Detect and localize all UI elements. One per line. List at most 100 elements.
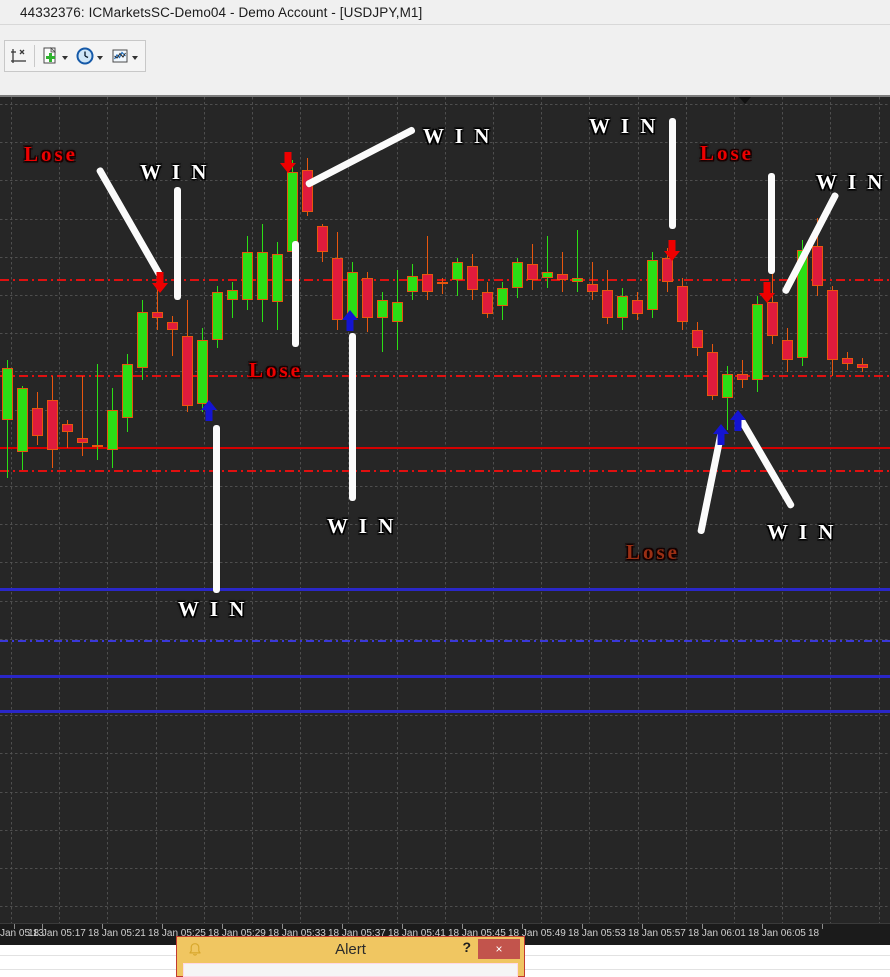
new-chart-icon-button[interactable]	[38, 43, 73, 69]
new-chart-icon	[43, 47, 56, 64]
candle-body-bearish	[677, 286, 688, 322]
window-title: 44332376: ICMarketsSC-Demo04 - Demo Acco…	[20, 4, 423, 20]
candle-body-bearish	[737, 374, 748, 380]
grid-line-horizontal	[0, 868, 890, 869]
indicators-icon-button[interactable]	[108, 43, 143, 69]
annotation-win-2[interactable]: W I N	[423, 124, 493, 148]
new-chart-chevron-down-icon[interactable]	[62, 56, 68, 60]
candle-wick	[427, 236, 428, 300]
pointer-line-lose-3[interactable]	[292, 241, 299, 347]
chart-top-marker	[739, 97, 751, 104]
level-line-blue-level-2[interactable]	[0, 675, 890, 678]
alert-message-list[interactable]	[183, 963, 518, 977]
candle-body-bullish	[137, 312, 148, 368]
candle-body-bullish	[272, 254, 283, 302]
alert-dialog[interactable]: Alert ? ×	[176, 936, 525, 977]
candle-body-bullish	[17, 388, 28, 452]
buy-arrow-1[interactable]	[199, 398, 219, 424]
level-line-blue-level-3[interactable]	[0, 710, 890, 713]
grid-line-vertical	[107, 97, 108, 940]
candle-body-bearish	[632, 300, 643, 314]
arrow-down-icon	[280, 152, 296, 173]
buy-arrow-4[interactable]	[728, 408, 748, 434]
candle-body-bearish	[857, 364, 868, 368]
grid-line-vertical	[252, 97, 253, 940]
annotation-win-3[interactable]: W I N	[589, 114, 659, 138]
time-axis-tick	[822, 924, 823, 929]
grid-line-horizontal	[0, 295, 890, 296]
level-line-blue-level-1[interactable]	[0, 588, 890, 591]
candle-body-bullish	[452, 262, 463, 280]
pointer-line-win-5[interactable]	[349, 333, 356, 501]
candle-body-bearish	[782, 340, 793, 360]
candle-body-bearish	[602, 290, 613, 318]
arrow-down-icon	[664, 240, 680, 261]
annotation-win-6[interactable]: W I N	[178, 597, 248, 621]
pointer-line-win-6[interactable]	[213, 425, 220, 593]
alert-title: Alert	[335, 941, 366, 958]
sell-arrow-2[interactable]	[278, 150, 298, 176]
level-line-resistance-upper[interactable]	[0, 279, 890, 281]
annotation-lose-4[interactable]: Lose	[626, 540, 680, 564]
candle-body-bullish	[287, 172, 298, 252]
buy-arrow-2[interactable]	[340, 308, 360, 334]
grid-line-horizontal	[0, 830, 890, 831]
grid-line-horizontal	[0, 371, 890, 372]
candle-body-bearish	[317, 226, 328, 252]
candle-body-bullish	[497, 288, 508, 306]
time-axis-label: 18 Jan 05:49	[508, 928, 566, 939]
time-axis-tick	[582, 924, 583, 929]
buy-arrow-3[interactable]	[711, 422, 731, 448]
time-axis-label: 18 Jan 05:37	[328, 928, 386, 939]
pointer-line-win-1[interactable]	[174, 187, 181, 300]
candle-body-bearish	[362, 278, 373, 318]
time-axis-tick	[14, 924, 15, 929]
level-line-blue-level-dash[interactable]	[0, 640, 890, 642]
time-axis-label: 18 Jan 05:57	[628, 928, 686, 939]
candle-body-bearish	[332, 258, 343, 320]
grid-line-horizontal	[0, 906, 890, 907]
candle-body-bearish	[527, 264, 538, 280]
annotation-lose-3[interactable]: Lose	[249, 358, 303, 382]
sell-arrow-4[interactable]	[757, 280, 777, 306]
annotation-win-5[interactable]: W I N	[327, 514, 397, 538]
candle-body-bearish	[707, 352, 718, 396]
time-axis-tick	[642, 924, 643, 929]
pointer-line-win-3[interactable]	[669, 118, 676, 229]
timeframe-icon-button[interactable]	[73, 43, 108, 69]
grid-line-horizontal	[0, 180, 890, 181]
candle-body-bearish	[302, 170, 313, 212]
annotation-lose-2[interactable]: Lose	[700, 141, 754, 165]
sell-arrow-3[interactable]	[662, 238, 682, 264]
indicators-icon	[112, 49, 128, 63]
grid-line-vertical	[589, 97, 590, 940]
crosshair-icon	[11, 49, 26, 63]
alert-close-button[interactable]: ×	[478, 939, 520, 959]
timeframe-chevron-down-icon[interactable]	[97, 56, 103, 60]
alert-help-button[interactable]: ?	[462, 939, 471, 955]
level-line-resistance-mid[interactable]	[0, 375, 890, 377]
level-line-support-lower[interactable]	[0, 470, 890, 472]
candle-body-bullish	[122, 364, 133, 418]
annotation-lose-1[interactable]: Lose	[24, 142, 78, 166]
annotation-win-7[interactable]: W I N	[767, 520, 837, 544]
candle-body-bearish	[827, 290, 838, 360]
indicators-chevron-down-icon[interactable]	[132, 56, 138, 60]
candle-body-bullish	[572, 278, 583, 282]
annotation-win-4[interactable]: W I N	[816, 170, 886, 194]
candle-wick	[157, 276, 158, 330]
grid-line-vertical	[445, 97, 446, 940]
level-line-price-line[interactable]	[0, 447, 890, 449]
pointer-line-lose-2[interactable]	[768, 173, 775, 274]
grid-line-horizontal	[0, 677, 890, 678]
candle-wick	[382, 292, 383, 352]
arrow-down-icon	[759, 282, 775, 303]
crosshair-icon-button[interactable]	[7, 43, 31, 69]
arrow-up-icon	[342, 310, 358, 331]
annotation-win-1[interactable]: W I N	[140, 160, 210, 184]
grid-line-horizontal	[0, 257, 890, 258]
candle-wick	[97, 364, 98, 460]
sell-arrow-1[interactable]	[150, 270, 170, 296]
candle-body-bullish	[242, 252, 253, 300]
price-chart[interactable]: Lose W I N W I N W I N Lose W I N Lose W I N W I…	[0, 97, 890, 940]
